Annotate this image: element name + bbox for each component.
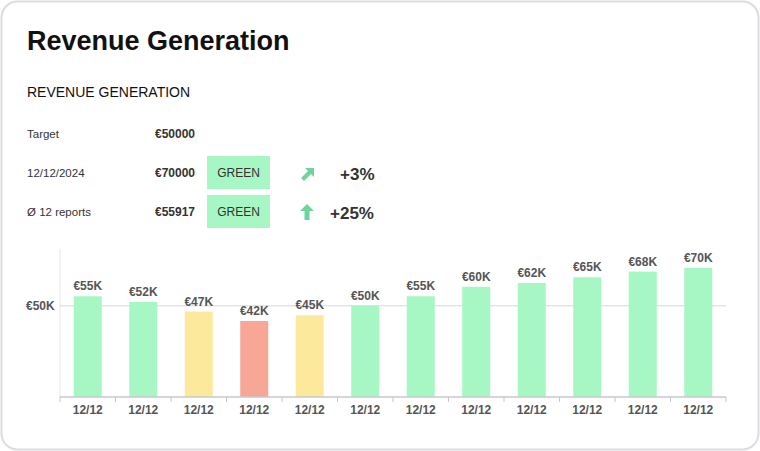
x-tick-separator (115, 397, 116, 402)
status-text: GREEN (217, 166, 260, 180)
y-tick-label: €50K (26, 299, 55, 313)
status-box (207, 156, 270, 189)
bar (518, 283, 546, 397)
bar (296, 315, 324, 397)
arrow-shape (300, 204, 314, 220)
x-tick-label: 12/12 (184, 403, 214, 417)
x-tick-separator (670, 397, 671, 402)
change-text: +3% (340, 165, 375, 184)
bar (629, 272, 657, 397)
data-label: €55K (406, 279, 435, 293)
y-axis-line (60, 249, 61, 397)
status-box (207, 195, 270, 228)
row-amount: €50000 (155, 127, 195, 141)
x-tick-label: 12/12 (295, 403, 325, 417)
data-label: €52K (129, 285, 158, 299)
data-label: €62K (517, 266, 546, 280)
x-tick-separator (393, 397, 394, 402)
data-label: €50K (351, 289, 380, 303)
bars (74, 268, 713, 397)
data-label: €42K (240, 304, 269, 318)
subtitle: REVENUE GENERATION (27, 84, 190, 100)
bar (407, 296, 435, 397)
x-tick-label: 12/12 (239, 403, 269, 417)
bar (185, 312, 213, 398)
status-text: GREEN (217, 205, 260, 219)
data-label: €60K (462, 270, 491, 284)
trend-arrow (301, 168, 314, 181)
x-tick-label: 12/12 (628, 403, 658, 417)
data-label: €68K (628, 255, 657, 269)
row-label: Target (27, 128, 60, 140)
x-tick-separator (171, 397, 172, 402)
row-label: 12/12/2024 (27, 167, 85, 179)
x-tick-label: 12/12 (572, 403, 602, 417)
x-tick-label: 12/12 (128, 403, 158, 417)
bar (74, 296, 102, 397)
x-tick-label: 12/12 (683, 403, 713, 417)
change-text: +25% (330, 204, 374, 223)
data-label: €55K (73, 279, 102, 293)
x-tick-separator (282, 397, 283, 402)
arrow-shape (301, 168, 314, 181)
x-tick-separator (448, 397, 449, 402)
bar (573, 277, 601, 397)
x-tick-separator (337, 397, 338, 402)
row-amount: €70000 (155, 166, 195, 180)
x-tick-separator (504, 397, 505, 402)
x-tick-separator (60, 397, 61, 402)
bar (351, 306, 379, 397)
x-tick-label: 12/12 (350, 403, 380, 417)
x-tick-label: 12/12 (461, 403, 491, 417)
bar (684, 268, 712, 397)
grid-line (60, 305, 726, 306)
row-label: Ø 12 reports (27, 206, 91, 218)
title: Revenue Generation (27, 26, 290, 56)
x-tick-separator (615, 397, 616, 402)
x-tick-separator (559, 397, 560, 402)
row-amount: €55917 (155, 205, 195, 219)
x-tick-separator (226, 397, 227, 402)
x-tick-separator (726, 397, 727, 402)
x-tick-label: 12/12 (517, 403, 547, 417)
trend-arrow (300, 204, 314, 220)
chart-root: Revenue Generation REVENUE GENERATION Targ… (0, 0, 760, 451)
card (2, 2, 759, 450)
bar (462, 287, 490, 397)
data-label: €45K (295, 298, 324, 312)
bar (240, 321, 268, 397)
x-tick-label: 12/12 (73, 403, 103, 417)
data-label: €47K (184, 295, 213, 309)
bar (129, 302, 157, 397)
x-tick-label: 12/12 (406, 403, 436, 417)
data-label: €70K (684, 251, 713, 265)
data-label: €65K (573, 260, 602, 274)
